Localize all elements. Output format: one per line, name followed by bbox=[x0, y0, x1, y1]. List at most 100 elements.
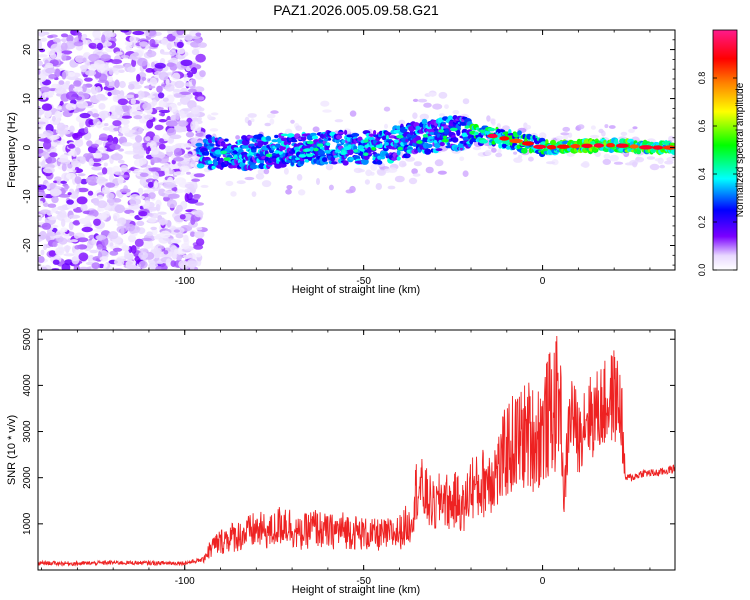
spectrogram-peak-cell bbox=[298, 154, 307, 158]
spectrogram-signal-cell bbox=[505, 145, 511, 150]
spectrogram-noise-cell bbox=[149, 38, 156, 48]
spectrogram-noise-cell bbox=[38, 90, 42, 99]
spectrogram-scatter-cell bbox=[412, 98, 419, 102]
spectrogram-heatmap bbox=[38, 30, 675, 270]
spectrogram-noise-cell bbox=[153, 180, 159, 189]
spectrogram-scatter-cell bbox=[312, 126, 320, 133]
spectrogram-scatter-cell bbox=[489, 118, 496, 123]
spectrogram-noise-cell bbox=[183, 82, 194, 87]
spectrogram-peak-cell bbox=[616, 143, 629, 148]
spectrogram-noise-cell bbox=[54, 118, 61, 124]
spectrogram-signal-cell bbox=[405, 138, 409, 143]
spectrogram-noise-cell bbox=[160, 58, 166, 65]
spectrogram-noise-cell bbox=[197, 116, 202, 121]
spectrogram-noise-cell bbox=[176, 204, 183, 213]
spectrogram-peak-cell bbox=[639, 145, 653, 150]
spectrogram-noise-cell bbox=[40, 267, 48, 270]
spectrogram-scatter-cell bbox=[646, 156, 656, 160]
spectrogram-noise-cell bbox=[63, 253, 75, 257]
spectrogram-noise-cell bbox=[96, 244, 103, 250]
spectrogram-noise-cell bbox=[196, 127, 201, 133]
spectrogram-noise-cell bbox=[71, 255, 80, 265]
spectrogram-noise-cell bbox=[139, 177, 149, 187]
spectrogram-noise-cell bbox=[40, 249, 45, 256]
spectrogram-signal-cell bbox=[280, 137, 288, 142]
spectrogram-noise-cell bbox=[76, 237, 89, 243]
spectrogram-signal-cell bbox=[257, 140, 264, 148]
spectrogram-noise-cell bbox=[163, 181, 175, 189]
spectrogram-noise-cell bbox=[111, 89, 121, 96]
spectrogram-noise-cell bbox=[96, 86, 101, 94]
spectrogram-noise-cell bbox=[112, 94, 119, 102]
spectrogram-noise-cell bbox=[110, 113, 118, 120]
spectrogram-noise-cell bbox=[125, 94, 135, 99]
spectrogram-scatter-cell bbox=[264, 122, 272, 127]
spectrogram-scatter-cell bbox=[434, 159, 444, 167]
spectrogram-noise-cell bbox=[194, 231, 205, 239]
spectrogram-peak-cell bbox=[363, 152, 369, 156]
spectrogram-scatter-cell bbox=[613, 161, 624, 165]
spectrogram-noise-cell bbox=[60, 42, 68, 52]
spectrogram-noise-cell bbox=[184, 34, 193, 41]
spectrogram-noise-cell bbox=[182, 254, 193, 258]
spectrogram-noise-cell bbox=[38, 148, 44, 154]
spectrogram-noise-cell bbox=[45, 62, 54, 68]
spectrogram-noise-cell bbox=[175, 112, 180, 120]
spectrogram-noise-cell bbox=[180, 59, 193, 67]
spectrogram-signal-cell bbox=[396, 156, 401, 161]
spectrogram-noise-cell bbox=[101, 34, 106, 44]
spectrogram-scatter-cell bbox=[438, 91, 448, 99]
spectrogram-noise-cell bbox=[181, 126, 188, 133]
spectrogram-peak-cell bbox=[442, 135, 448, 140]
spectrogram-peak-cell bbox=[316, 143, 324, 147]
spectrogram-noise-cell bbox=[103, 262, 108, 268]
spectrogram-peak-cell bbox=[629, 144, 639, 149]
spectrogram-noise-cell bbox=[193, 173, 205, 178]
spectrogram-scatter-cell bbox=[670, 154, 675, 158]
spectrogram-signal-cell bbox=[271, 139, 279, 143]
spectrogram-signal-cell bbox=[205, 150, 210, 156]
spectrogram-signal-cell bbox=[280, 133, 288, 137]
spectrogram-noise-cell bbox=[103, 162, 108, 167]
spectrogram-noise-cell bbox=[145, 136, 151, 142]
spectrogram-signal-cell bbox=[309, 132, 317, 137]
spectrogram-noise-cell bbox=[163, 190, 176, 194]
spectrogram-noise-cell bbox=[121, 245, 130, 252]
spectrogram-noise-cell bbox=[114, 171, 125, 176]
spectrogram-scatter-cell bbox=[255, 173, 265, 180]
spectrogram-noise-cell bbox=[79, 120, 84, 129]
spectrogram-noise-cell bbox=[117, 159, 125, 164]
spectrogram-noise-cell bbox=[88, 53, 100, 62]
spectrogram-peak-cell bbox=[593, 143, 605, 148]
spectrogram-noise-cell bbox=[175, 233, 184, 239]
spectrogram-noise-cell bbox=[38, 60, 43, 67]
spectrogram-noise-cell bbox=[77, 173, 86, 177]
spectrogram-noise-cell bbox=[67, 150, 75, 156]
spectrogram-noise-cell bbox=[78, 91, 84, 96]
spectrogram-scatter-cell bbox=[230, 191, 237, 197]
spectrogram-noise-cell bbox=[136, 73, 141, 82]
spectrogram-noise-cell bbox=[41, 222, 52, 230]
spectrogram-scatter-cell bbox=[261, 180, 272, 188]
spectrogram-noise-cell bbox=[190, 121, 196, 130]
spectrogram-signal-cell bbox=[386, 132, 392, 136]
spectrogram-noise-cell bbox=[65, 80, 71, 85]
spectrogram-noise-cell bbox=[38, 54, 48, 58]
spectrogram-scatter-cell bbox=[495, 152, 503, 158]
spectrogram-signal-cell bbox=[300, 136, 307, 141]
spectrogram-peak-cell bbox=[397, 146, 404, 151]
spectrogram-signal-cell bbox=[322, 157, 328, 163]
spectrogram-scatter-cell bbox=[491, 147, 497, 153]
spectrogram-signal-cell bbox=[251, 149, 257, 153]
spectrogram-scatter-cell bbox=[387, 185, 396, 190]
spectrogram-signal-cell bbox=[249, 143, 255, 147]
spectrogram-signal-cell bbox=[283, 140, 289, 146]
spectrogram-noise-cell bbox=[60, 33, 69, 38]
spectrogram-noise-cell bbox=[108, 200, 115, 206]
spectrogram-peak-cell bbox=[357, 145, 365, 149]
spectrogram-noise-cell bbox=[95, 234, 107, 240]
spectrogram-signal-cell bbox=[331, 161, 338, 165]
spectrogram-scatter-cell bbox=[290, 119, 295, 124]
spectrogram-y-tick-label: -20 bbox=[22, 238, 33, 253]
spectrogram-noise-cell bbox=[57, 158, 69, 163]
